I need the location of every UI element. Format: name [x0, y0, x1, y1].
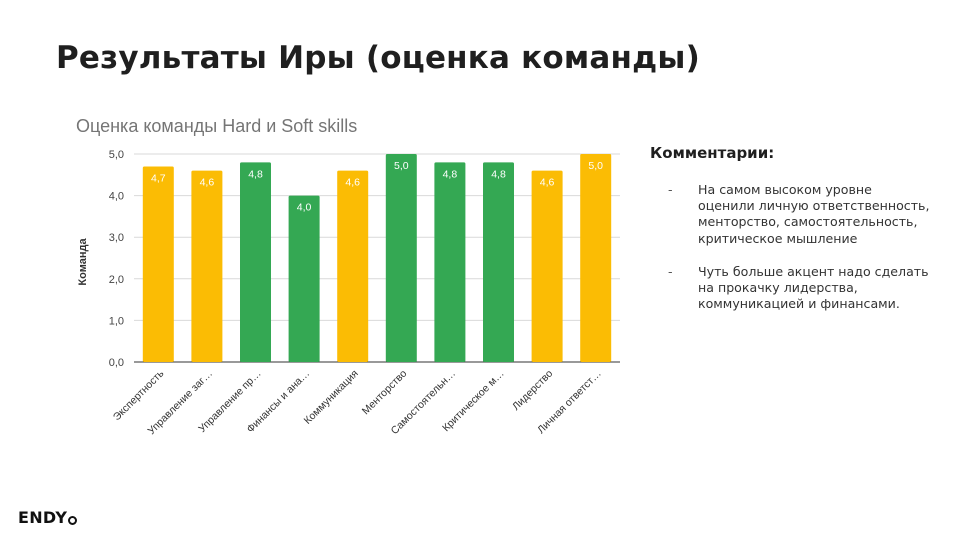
- data-label: 4,8: [248, 168, 263, 180]
- y-tick-label: 3,0: [109, 232, 124, 244]
- logo-circle-icon: [68, 516, 78, 525]
- data-label: 4,7: [151, 172, 166, 184]
- data-label: 4,8: [443, 168, 458, 180]
- data-label: 5,0: [588, 160, 603, 172]
- bar: [288, 195, 320, 362]
- bullet-dash: -: [668, 182, 673, 197]
- data-label: 4,6: [345, 177, 360, 189]
- slide-title: Результаты Иры (оценка команды): [56, 40, 701, 76]
- data-label: 4,6: [200, 177, 215, 189]
- bar: [434, 162, 466, 362]
- x-tick-label: Лидерство: [510, 368, 555, 413]
- endy-logo: ENDY: [18, 508, 78, 527]
- data-label: 4,6: [540, 177, 555, 189]
- y-tick-label: 0,0: [109, 357, 124, 369]
- logo-text: ENDY: [18, 508, 68, 527]
- x-tick-label: Менторство: [360, 368, 410, 418]
- bar: [240, 162, 271, 362]
- bar: [142, 166, 174, 362]
- y-tick-label: 4,0: [109, 191, 124, 203]
- bar: [483, 162, 514, 362]
- data-label: 5,0: [394, 160, 409, 172]
- bar: [531, 170, 563, 362]
- data-label: 4,8: [491, 168, 506, 180]
- comments-list: - На самом высоком уровне оценили личную…: [650, 182, 940, 312]
- comment-text: Чуть больше акцент надо сделать на прока…: [698, 263, 929, 312]
- comments-panel: Комментарии: - На самом высоком уровне о…: [650, 144, 940, 329]
- chart-title: Оценка команды Hard и Soft skills: [76, 116, 358, 136]
- bar: [337, 170, 369, 362]
- data-label: 4,0: [297, 202, 312, 214]
- comment-text: На самом высоком уровне оценили личную о…: [698, 182, 930, 246]
- y-axis-title: Команда: [77, 238, 89, 286]
- y-tick-label: 2,0: [109, 274, 124, 286]
- comment-item: - Чуть больше акцент надо сделать на про…: [650, 264, 930, 313]
- bullet-dash: -: [668, 263, 673, 279]
- bar: [385, 154, 417, 362]
- y-tick-label: 1,0: [109, 315, 124, 327]
- comments-title: Комментарии:: [650, 144, 775, 162]
- comment-item: - На самом высоком уровне оценили личную…: [650, 182, 930, 247]
- bar-chart: Оценка команды Hard и Soft skills 0,0 1,0…: [68, 108, 628, 468]
- bar: [580, 154, 612, 362]
- bar: [191, 170, 223, 362]
- chart-plot: 0,01,02,03,04,05,0Команда4,7Экспертность…: [77, 149, 620, 437]
- y-tick-label: 5,0: [109, 149, 124, 161]
